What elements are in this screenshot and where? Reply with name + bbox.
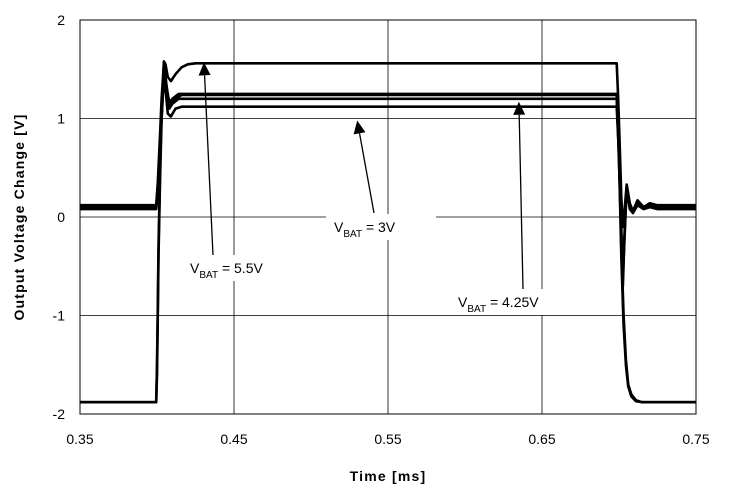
series-group bbox=[80, 60, 696, 404]
annotation-label: VBAT = 4.25V bbox=[458, 294, 539, 315]
x-tick-label: 0.55 bbox=[374, 431, 401, 447]
annotation-arrow-head bbox=[513, 101, 526, 115]
annotation-value: = 3V bbox=[362, 219, 396, 235]
x-tick-labels: 0.35 0.45 0.55 0.65 0.75 bbox=[66, 431, 709, 447]
y-tick-label: 0 bbox=[57, 209, 65, 225]
plot-area-frame bbox=[79, 19, 697, 415]
annotation-label: VBAT = 5.5V bbox=[190, 260, 263, 281]
annotation-sub: BAT bbox=[343, 229, 362, 240]
series-line-4 bbox=[80, 72, 696, 404]
annotation-arrow-shaft bbox=[203, 75, 214, 256]
annotation-label-bg bbox=[182, 255, 294, 281]
annotation-sub: BAT bbox=[467, 304, 486, 315]
annotation-arrows bbox=[198, 62, 526, 290]
annotation-v: V bbox=[334, 219, 344, 235]
annotation-arrow-head bbox=[198, 62, 211, 76]
annotation-label-bg bbox=[450, 289, 582, 315]
annotation-label: VBAT = 3V bbox=[334, 219, 396, 240]
y-tick-label: -1 bbox=[53, 308, 66, 324]
x-tick-label: 0.35 bbox=[66, 431, 93, 447]
annotation-arrow-shaft bbox=[358, 133, 375, 214]
y-tick-label: -2 bbox=[53, 406, 66, 422]
annotation-v: V bbox=[458, 294, 468, 310]
y-axis-title: Output Voltage Change [V] bbox=[11, 113, 27, 320]
annotation-label-bg bbox=[326, 214, 436, 240]
annotation-value: = 4.25V bbox=[486, 294, 539, 310]
y-tick-label: 2 bbox=[57, 12, 65, 28]
x-tick-label: 0.65 bbox=[528, 431, 555, 447]
y-tick-label: 1 bbox=[57, 111, 65, 127]
annotation-arrow-shaft bbox=[518, 114, 524, 290]
annotation-v: V bbox=[190, 260, 200, 276]
x-tick-label: 0.45 bbox=[220, 431, 247, 447]
y-tick-labels: 2 1 0 -1 -2 bbox=[53, 12, 66, 422]
annotation-sub: BAT bbox=[199, 270, 218, 281]
annotation-arrow-head bbox=[353, 120, 366, 135]
annotation-value: = 5.5V bbox=[218, 260, 263, 276]
x-axis-title: Time [ms] bbox=[350, 468, 427, 484]
x-tick-label: 0.75 bbox=[682, 431, 709, 447]
